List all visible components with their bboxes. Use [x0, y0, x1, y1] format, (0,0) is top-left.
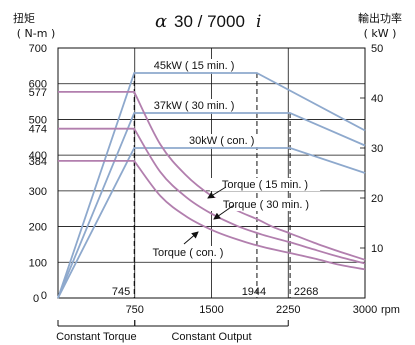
right-axis-label-line2: ( kW ) — [364, 27, 397, 40]
power-line-37kw-30-min — [57, 112, 366, 299]
torque-label-torque-30-min-bg — [210, 198, 322, 211]
label-layer: 0100200300384400474500577600700102030405… — [29, 43, 400, 343]
power-label-30kw-con-bg — [181, 134, 263, 147]
y-left-tick-label-700: 700 — [29, 43, 47, 55]
y-left-tick-label-200: 200 — [29, 222, 47, 234]
series-layer — [57, 72, 366, 299]
region-label-constant-output: Constant Output — [171, 331, 251, 343]
region-label-constant-torque: Constant Torque — [56, 331, 137, 343]
power-label-45kw-15-min-bg — [144, 59, 244, 72]
torque-arrow-1 — [207, 186, 227, 199]
y-right-tick-label-10: 10 — [371, 243, 383, 255]
torque-arrow-2 — [213, 204, 235, 220]
x-tick-label-750: 750 — [126, 304, 144, 316]
power-label-37kw-30-min-bg — [144, 99, 244, 112]
left-axis-label-line1: 扭矩 — [13, 11, 35, 25]
torque-label-torque-15-min-bg — [209, 178, 321, 191]
left-axis-label-line2: ( N-m ) — [17, 27, 56, 40]
chart-title-model: 30 / 7000 — [174, 12, 245, 31]
y-left-tick-label-384: 384 — [29, 156, 47, 168]
x-marker-label-2268: 2268 — [294, 286, 318, 298]
y-left-tick-label-300: 300 — [29, 186, 47, 198]
y-right-tick-label-50: 50 — [371, 43, 383, 55]
y-right-tick-label-20: 20 — [371, 193, 383, 205]
torque-label-torque-con: Torque ( con. ) — [153, 247, 224, 259]
x-origin-label: 0 — [33, 293, 39, 305]
power-line-45kw-15-min — [57, 72, 366, 299]
torque-arrow-3 — [183, 231, 199, 245]
y-left-tick-label-577: 577 — [29, 87, 47, 99]
torque-label-torque-30-min: Torque ( 30 min. ) — [223, 199, 309, 211]
y-left-tick-label-500: 500 — [29, 114, 47, 126]
x-marker-label-745: 745 — [112, 286, 130, 298]
y-right-tick-label-30: 30 — [371, 143, 383, 155]
right-axis-label-line1: 輸出功率 — [358, 11, 402, 25]
x-tick-label-3000: 3000 — [353, 304, 377, 316]
torque-label-torque-15-min: Torque ( 15 min. ) — [222, 179, 308, 191]
power-label-37kw-30-min: 37kW ( 30 min. ) — [154, 100, 235, 112]
x-unit-label: rpm — [381, 304, 400, 316]
y-left-tick-label-100: 100 — [29, 257, 47, 269]
x-tick-label-1500: 1500 — [199, 304, 223, 316]
y-left-tick-label-474: 474 — [29, 124, 47, 136]
x-marker-label-1944: 1944 — [242, 286, 266, 298]
x-tick-label-2250: 2250 — [276, 304, 300, 316]
power-line-30kw-con — [57, 147, 366, 299]
torque-curve-torque-15-min — [58, 91, 366, 261]
y-left-tick-label-600: 600 — [29, 79, 47, 91]
y-right-tick-label-40: 40 — [371, 93, 383, 105]
power-label-45kw-15-min: 45kW ( 15 min. ) — [154, 60, 235, 72]
chart-title-suffix: i — [256, 12, 261, 32]
torque-label-torque-con-bg — [141, 246, 235, 259]
torque-curve-torque-30-min — [58, 127, 366, 265]
y-left-tick-label-400: 400 — [29, 150, 47, 162]
power-label-30kw-con: 30kW ( con. ) — [189, 135, 254, 147]
y-left-tick-label-0: 0 — [41, 290, 47, 302]
chart-title-alpha: α — [155, 11, 167, 32]
torque-curve-torque-con — [58, 160, 366, 271]
